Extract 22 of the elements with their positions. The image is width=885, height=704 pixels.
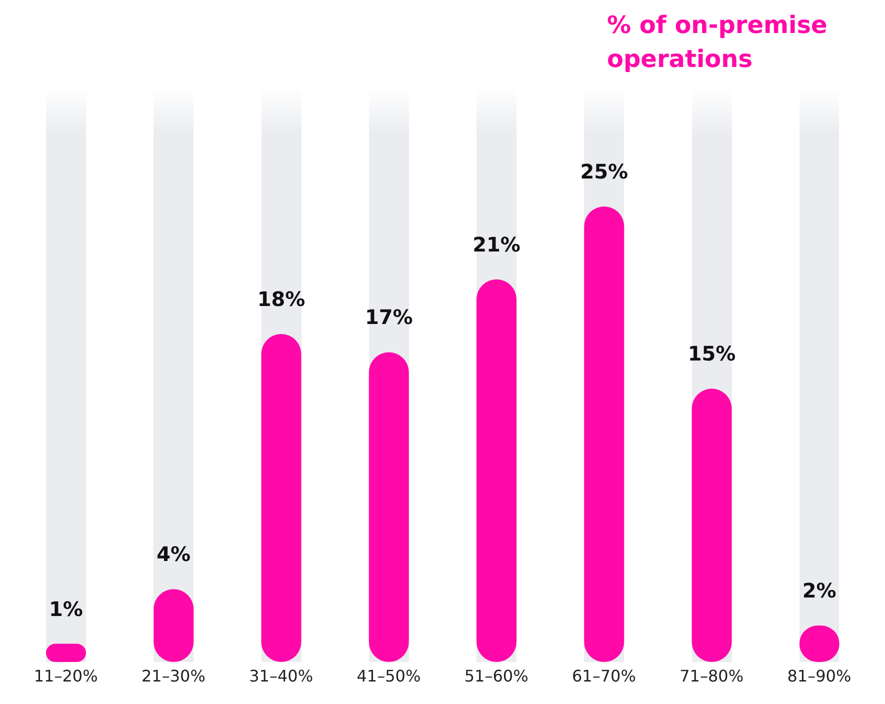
bar [584,206,624,662]
data-label: 25% [580,159,628,184]
bar [692,388,732,662]
data-label: 15% [688,342,736,366]
bar [476,279,516,662]
x-tick-label: 21–30% [141,666,206,686]
x-tick-label: 11–20% [34,666,98,686]
x-tick-label: 81–90% [787,666,852,686]
x-tick-label: 41–50% [356,666,421,686]
x-tick-label: 51–60% [464,666,528,686]
data-label: 4% [156,542,191,566]
bar [368,352,409,662]
data-label: 2% [802,578,836,603]
x-tick-label: 31–40% [249,666,314,686]
data-label: 21% [472,232,520,256]
data-label: 17% [364,305,413,330]
data-label: 18% [257,287,306,311]
x-tick-label: 61–70% [572,666,636,686]
chart-title: % of on-premise operations [607,10,828,75]
bar [261,334,302,662]
x-tick-label: 71–80% [680,666,744,686]
data-label: 1% [49,596,83,621]
